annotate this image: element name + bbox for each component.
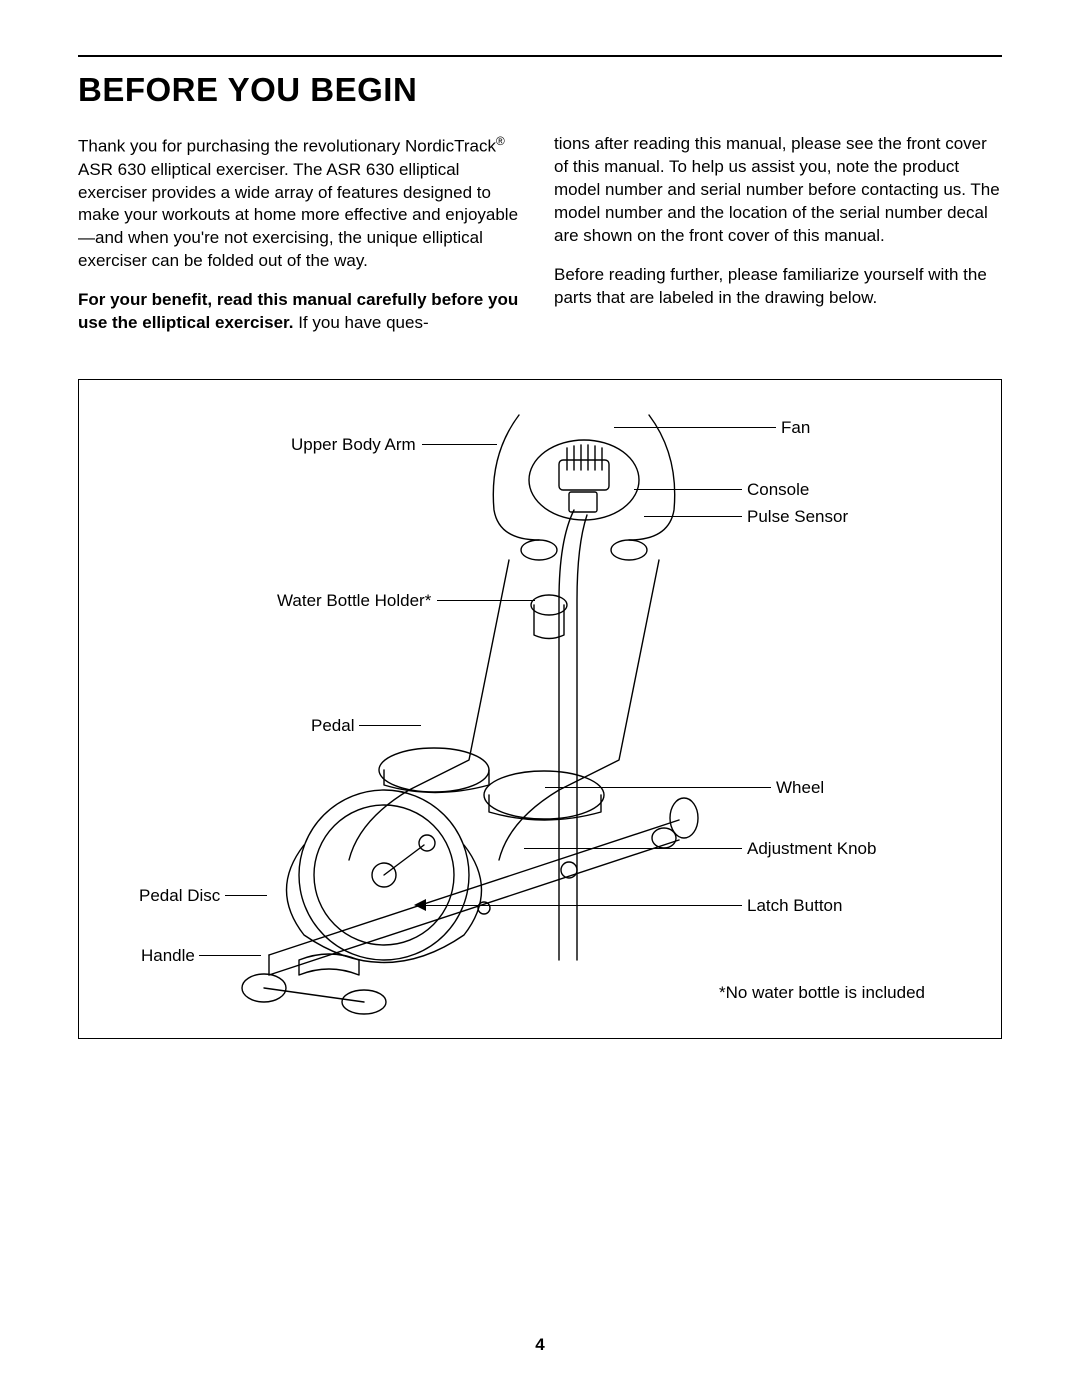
label-wheel: Wheel	[776, 778, 824, 798]
top-rule	[78, 55, 1002, 57]
label-adjustment-knob: Adjustment Knob	[747, 839, 876, 859]
paragraph-2: For your benefit, read this manual caref…	[78, 289, 526, 335]
p1b: ASR 630 elliptical exerciser. The ASR 63…	[78, 160, 518, 271]
reg-mark: ®	[496, 134, 505, 148]
label-footnote: *No water bottle is included	[719, 983, 925, 1003]
right-column: tions after reading this manual, please …	[554, 133, 1002, 351]
body-columns: Thank you for purchasing the revolutiona…	[78, 133, 1002, 351]
label-pulse-sensor: Pulse Sensor	[747, 507, 848, 527]
label-fan: Fan	[781, 418, 810, 438]
paragraph-3: tions after reading this manual, please …	[554, 133, 1002, 248]
label-handle: Handle	[141, 946, 195, 966]
diagram-box: Upper Body Arm Water Bottle Holder* Peda…	[78, 379, 1002, 1039]
elliptical-drawing	[209, 400, 749, 1020]
page-number: 4	[0, 1335, 1080, 1355]
label-latch-button: Latch Button	[747, 896, 842, 916]
page-title: BEFORE YOU BEGIN	[78, 71, 1002, 109]
left-column: Thank you for purchasing the revolutiona…	[78, 133, 526, 351]
paragraph-4: Before reading further, please familiari…	[554, 264, 1002, 310]
paragraph-1: Thank you for purchasing the revolutiona…	[78, 133, 526, 273]
label-console: Console	[747, 480, 809, 500]
p1a: Thank you for purchasing the revolutiona…	[78, 137, 496, 156]
p2-rest: If you have ques	[293, 313, 422, 332]
